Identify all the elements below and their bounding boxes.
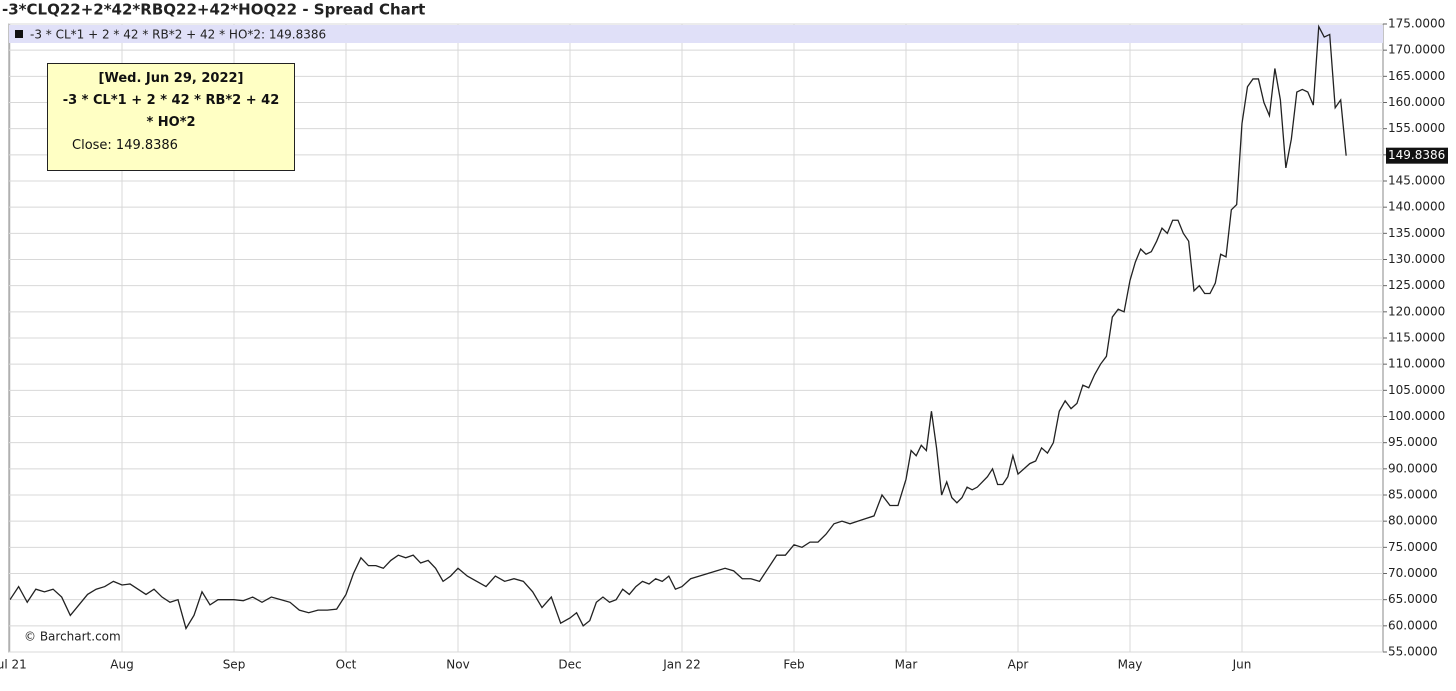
tooltip-close: Close: 149.8386 [72, 138, 178, 153]
x-tick-label: May [1118, 658, 1143, 672]
y-tick-label: 135.0000 [1388, 226, 1445, 240]
x-tick-label: Jul 21 [0, 658, 27, 672]
y-tick-label: 60.0000 [1388, 618, 1438, 632]
y-tick-label: 145.0000 [1388, 174, 1445, 188]
y-tick-label: 120.0000 [1388, 304, 1445, 318]
x-tick-label: Apr [1008, 658, 1029, 672]
y-tick-label: 165.0000 [1388, 69, 1445, 83]
x-tick-label: Dec [558, 658, 581, 672]
y-tick-label: 85.0000 [1388, 488, 1438, 502]
y-tick-label: 100.0000 [1388, 409, 1445, 423]
y-tick-label: 110.0000 [1388, 357, 1445, 371]
tooltip-series: -3 * CL*1 + 2 * 42 * RB*2 + 42 * HO*2 [62, 93, 280, 130]
x-tick-label: Feb [783, 658, 804, 672]
y-tick-label: 70.0000 [1388, 566, 1438, 580]
tooltip-date: [Wed. Jun 29, 2022] [98, 71, 244, 86]
y-tick-label: 125.0000 [1388, 278, 1445, 292]
y-tick-label: 155.0000 [1388, 121, 1445, 135]
tooltip: [Wed. Jun 29, 2022] -3 * CL*1 + 2 * 42 *… [47, 63, 295, 171]
x-tick-label: Nov [446, 658, 469, 672]
x-tick-label: Aug [110, 658, 133, 672]
chart-title: -3*CLQ22+2*42*RBQ22+42*HOQ22 - Spread Ch… [2, 1, 425, 19]
legend-label: -3 * CL*1 + 2 * 42 * RB*2 + 42 * HO*2: 1… [30, 28, 326, 42]
y-tick-label: 140.0000 [1388, 200, 1445, 214]
y-tick-label: 65.0000 [1388, 592, 1438, 606]
y-tick-label: 175.0000 [1388, 17, 1445, 31]
legend-band [9, 25, 1383, 43]
legend-swatch [15, 30, 23, 38]
x-tick-label: Oct [336, 658, 357, 672]
y-tick-label: 105.0000 [1388, 383, 1445, 397]
y-tick-label: 115.0000 [1388, 331, 1445, 345]
line [9, 24, 1347, 631]
y-tick-label: 160.0000 [1388, 95, 1445, 109]
y-tick-label: 95.0000 [1388, 435, 1438, 449]
y-tick-label: 130.0000 [1388, 252, 1445, 266]
price-tag [1386, 147, 1448, 164]
y-tick-label: 80.0000 [1388, 514, 1438, 528]
x-tick-label: Jun [1232, 658, 1252, 672]
x-tick-label: Mar [895, 658, 918, 672]
x-tick-label: Sep [223, 658, 246, 672]
y-tick-label: 75.0000 [1388, 540, 1438, 554]
x-tick-label: Jan 22 [662, 658, 701, 672]
price-tag-label: 149.8386 [1388, 148, 1445, 162]
watermark: © Barchart.com [24, 630, 121, 644]
y-tick-label: 90.0000 [1388, 461, 1438, 475]
y-tick-label: 55.0000 [1388, 645, 1438, 659]
y-tick-label: 170.0000 [1388, 43, 1445, 57]
